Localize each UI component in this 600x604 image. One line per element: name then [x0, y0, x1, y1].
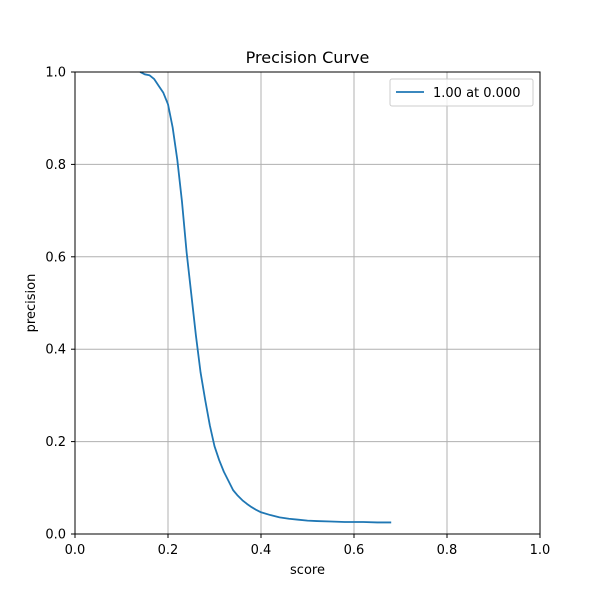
plot-frame [74, 71, 541, 535]
y-tick-label-4: 0.8 [45, 158, 66, 173]
y-axis-ticks: 0.0 0.2 0.4 0.6 0.8 1.0 [45, 66, 75, 543]
x-tick-label-3: 0.6 [344, 543, 365, 558]
x-tick-label-2: 0.4 [251, 543, 272, 558]
grid [74, 71, 541, 535]
x-tick-label-4: 0.8 [437, 543, 458, 558]
legend-box [389, 78, 534, 107]
y-tick-label-1: 0.2 [45, 435, 66, 450]
legend: 1.00 at 0.000 [389, 78, 534, 107]
x-tick-label-0: 0.0 [65, 543, 86, 558]
y-axis-label: precision [24, 274, 39, 333]
legend-label: 1.00 at 0.000 [433, 86, 521, 101]
chart-title: Precision Curve [246, 48, 370, 67]
x-axis-ticks: 0.0 0.2 0.4 0.6 0.8 1.0 [65, 534, 551, 558]
y-tick-label-5: 1.0 [45, 66, 66, 81]
x-tick-label-5: 1.0 [530, 543, 551, 558]
x-axis-label: score [290, 563, 325, 578]
series-layer [139, 71, 392, 524]
y-tick-label-2: 0.4 [45, 343, 66, 358]
y-tick-label-3: 0.6 [45, 250, 66, 265]
y-tick-label-0: 0.0 [45, 528, 66, 543]
series-line-0 [139, 71, 392, 524]
x-tick-label-1: 0.2 [158, 543, 179, 558]
